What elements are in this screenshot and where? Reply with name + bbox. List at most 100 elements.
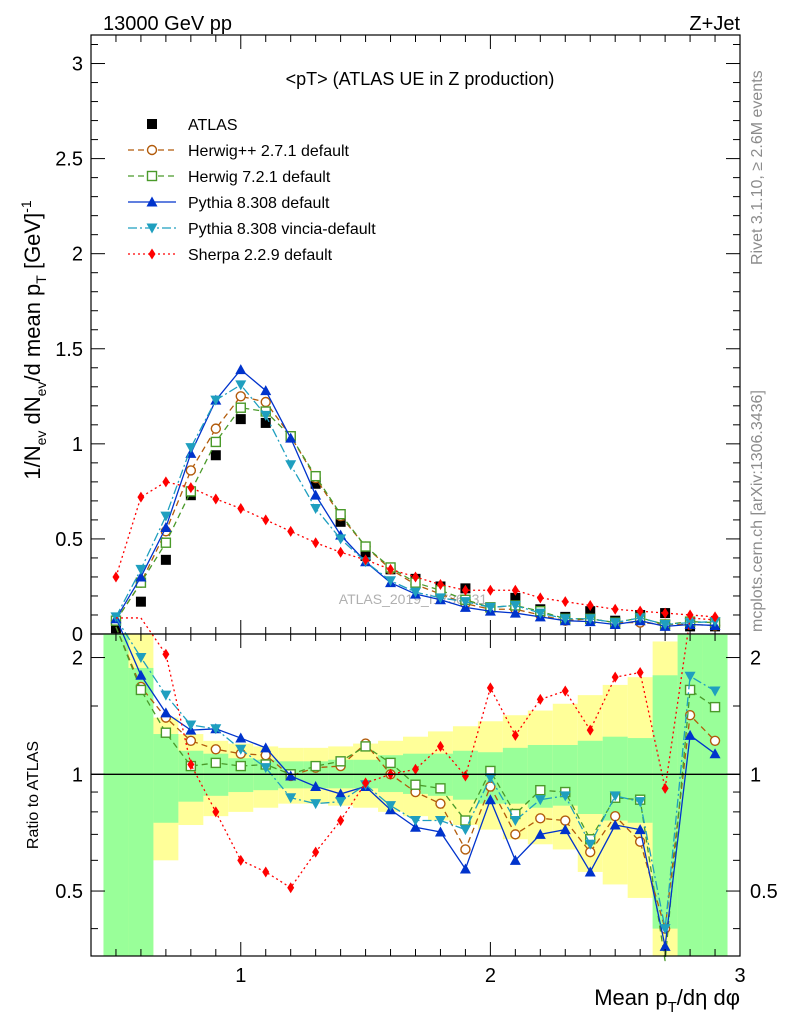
ratio-point — [160, 690, 172, 701]
ratio-point — [709, 686, 721, 697]
data-point — [160, 554, 171, 565]
ratio-point — [509, 816, 521, 827]
x-tick-label: 3 — [734, 965, 745, 987]
data-point — [412, 571, 419, 583]
ratio-point — [511, 729, 519, 741]
ratio-point — [210, 757, 222, 769]
ratio-tick-label: 1 — [72, 764, 83, 786]
ratio-point — [609, 791, 621, 802]
data-point — [260, 417, 271, 428]
ratio-axis-label: Ratio to ATLAS — [25, 741, 42, 849]
ratio-point — [210, 744, 222, 755]
y-tick-label: 0 — [72, 624, 83, 646]
ratio-series-group — [115, 617, 721, 962]
ratio-point — [260, 763, 272, 774]
ratio-point — [235, 744, 247, 755]
data-point — [586, 599, 594, 611]
data-point — [484, 602, 496, 613]
data-point — [486, 584, 494, 596]
data-point — [509, 600, 521, 611]
green-band-bin — [627, 738, 653, 823]
ratio-point — [586, 724, 594, 736]
data-point — [112, 571, 120, 583]
data-point — [634, 613, 646, 624]
chart-title: <pT> (ATLAS UE in Z production) — [286, 69, 555, 89]
data-point — [436, 579, 444, 591]
data-point — [185, 465, 197, 476]
x-axis-label-text: Mean pT/dη dφ — [594, 985, 740, 1016]
ratio-point — [185, 735, 197, 746]
y-axis-label-text: 1/Nev dNev/d mean pT [GeV]-1 — [18, 200, 49, 480]
data-point — [187, 482, 195, 494]
ratio-point — [337, 815, 345, 827]
series-sherpa-2-2-9-default — [112, 476, 719, 623]
ratio-point — [434, 826, 446, 837]
ratio-point — [659, 924, 671, 935]
series-pythia-8-308-vincia-default — [110, 380, 721, 630]
ratio-point — [285, 793, 297, 804]
data-point — [235, 414, 246, 425]
ratio-point — [560, 815, 571, 826]
ratio-point — [160, 727, 172, 738]
ratio-point — [584, 866, 596, 877]
legend-marker — [146, 170, 158, 182]
data-point — [237, 502, 245, 514]
ratio-point — [410, 816, 421, 827]
ratio-point — [310, 781, 322, 792]
ratio-point — [584, 839, 596, 850]
y-tick-label: 2 — [72, 244, 83, 266]
ratio-point — [461, 770, 469, 782]
y-tick-label: 2.5 — [55, 149, 83, 171]
data-point — [285, 432, 297, 443]
data-point — [185, 443, 197, 454]
ratio-point — [260, 742, 272, 753]
data-point — [561, 596, 569, 608]
ratio-point — [609, 819, 621, 830]
data-point — [260, 385, 272, 396]
mcplots-label: mcplots.cern.ch [arXiv:1306.3436] — [749, 390, 766, 632]
legend-marker — [146, 223, 158, 234]
legend-entry-pythia-8-308-default: Pythia 8.308 default — [128, 195, 330, 212]
ratio-point — [509, 854, 521, 865]
ratio-point — [410, 779, 421, 790]
data-point — [335, 509, 346, 520]
ratio-point — [636, 667, 644, 679]
ratio-point — [436, 740, 444, 752]
ratio-point — [262, 866, 270, 878]
legend-marker — [148, 248, 156, 260]
ratio-point — [536, 693, 544, 705]
ratio-series-sherpa-2-2-9-default — [115, 617, 716, 894]
ratio-point — [634, 797, 646, 808]
legend-label: Pythia 8.308 default — [188, 195, 330, 212]
data-point — [536, 592, 544, 604]
ratio-point — [185, 720, 197, 731]
ratio-tick-label-right: 0.5 — [750, 881, 778, 903]
data-point — [684, 618, 696, 629]
ratio-point — [659, 940, 671, 951]
ratio-point — [435, 783, 446, 794]
ratio-point — [285, 770, 297, 781]
ratio-point — [709, 748, 721, 759]
data-point — [509, 607, 521, 618]
data-point — [410, 587, 421, 598]
data-point — [210, 450, 221, 461]
ratio-tick-label-right: 1 — [750, 764, 761, 786]
ratio-point — [611, 671, 619, 683]
ratio-point — [535, 784, 546, 796]
green-band-bin — [577, 740, 603, 814]
data-point — [262, 514, 270, 526]
data-point — [210, 395, 222, 406]
ratio-point — [684, 671, 696, 682]
ratio-point — [459, 825, 471, 836]
ratio-point — [237, 854, 245, 866]
ratio-point — [559, 824, 571, 835]
ratio-point — [561, 685, 569, 697]
ratio-point — [187, 758, 195, 770]
data-point — [285, 460, 297, 471]
main-series-group — [110, 364, 721, 634]
green-band-bin — [103, 634, 129, 956]
data-point — [260, 396, 271, 408]
data-point — [534, 608, 546, 619]
data-point — [335, 516, 346, 527]
data-point — [459, 597, 471, 608]
